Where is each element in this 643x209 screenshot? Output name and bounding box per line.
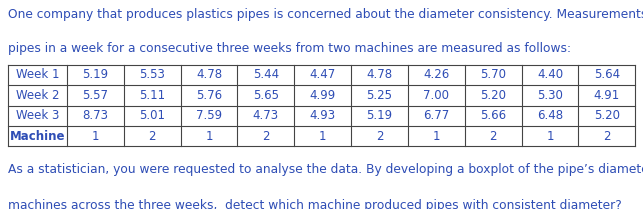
Text: 5.25: 5.25 [367,89,392,102]
Text: 5.19: 5.19 [367,109,393,122]
Text: 8.73: 8.73 [82,109,108,122]
Text: machines across the three weeks,  detect which machine produced pipes with consi: machines across the three weeks, detect … [8,199,622,209]
Text: 4.78: 4.78 [196,69,222,82]
Text: 6.77: 6.77 [423,109,449,122]
Text: 4.47: 4.47 [309,69,336,82]
Text: 2: 2 [603,130,611,143]
Text: 5.19: 5.19 [82,69,109,82]
Text: 5.66: 5.66 [480,109,506,122]
Text: 4.99: 4.99 [309,89,336,102]
Text: 5.53: 5.53 [139,69,165,82]
Text: 1: 1 [205,130,213,143]
Text: 5.20: 5.20 [480,89,506,102]
Text: 5.57: 5.57 [82,89,108,102]
Text: 2: 2 [262,130,269,143]
Text: 5.64: 5.64 [593,69,620,82]
Text: One company that produces plastics pipes is concerned about the diameter consist: One company that produces plastics pipes… [8,8,643,21]
Text: 7.59: 7.59 [196,109,222,122]
Text: Machine: Machine [10,130,65,143]
Text: 2: 2 [149,130,156,143]
Text: 5.70: 5.70 [480,69,506,82]
Text: Week 1: Week 1 [15,69,59,82]
Text: 5.44: 5.44 [253,69,279,82]
Text: 5.65: 5.65 [253,89,279,102]
Text: 4.26: 4.26 [423,69,449,82]
Text: 2: 2 [376,130,383,143]
Text: 6.48: 6.48 [537,109,563,122]
Text: 1: 1 [547,130,554,143]
Text: pipes in a week for a consecutive three weeks from two machines are measured as : pipes in a week for a consecutive three … [8,42,571,55]
Text: 7.00: 7.00 [423,89,449,102]
Text: 1: 1 [433,130,440,143]
Text: 4.40: 4.40 [537,69,563,82]
Text: 1: 1 [91,130,99,143]
Text: 5.20: 5.20 [594,109,620,122]
Text: 5.76: 5.76 [196,89,222,102]
Text: 2: 2 [489,130,497,143]
Text: 1: 1 [319,130,327,143]
Text: 4.91: 4.91 [593,89,620,102]
Text: 5.01: 5.01 [139,109,165,122]
Text: 4.93: 4.93 [309,109,336,122]
Text: Week 2: Week 2 [15,89,59,102]
Text: Week 3: Week 3 [15,109,59,122]
Text: 4.78: 4.78 [367,69,393,82]
Text: 4.73: 4.73 [253,109,279,122]
Text: 5.11: 5.11 [139,89,165,102]
Text: 5.30: 5.30 [537,89,563,102]
Text: As a statistician, you were requested to analyse the data. By developing a boxpl: As a statistician, you were requested to… [8,163,643,176]
